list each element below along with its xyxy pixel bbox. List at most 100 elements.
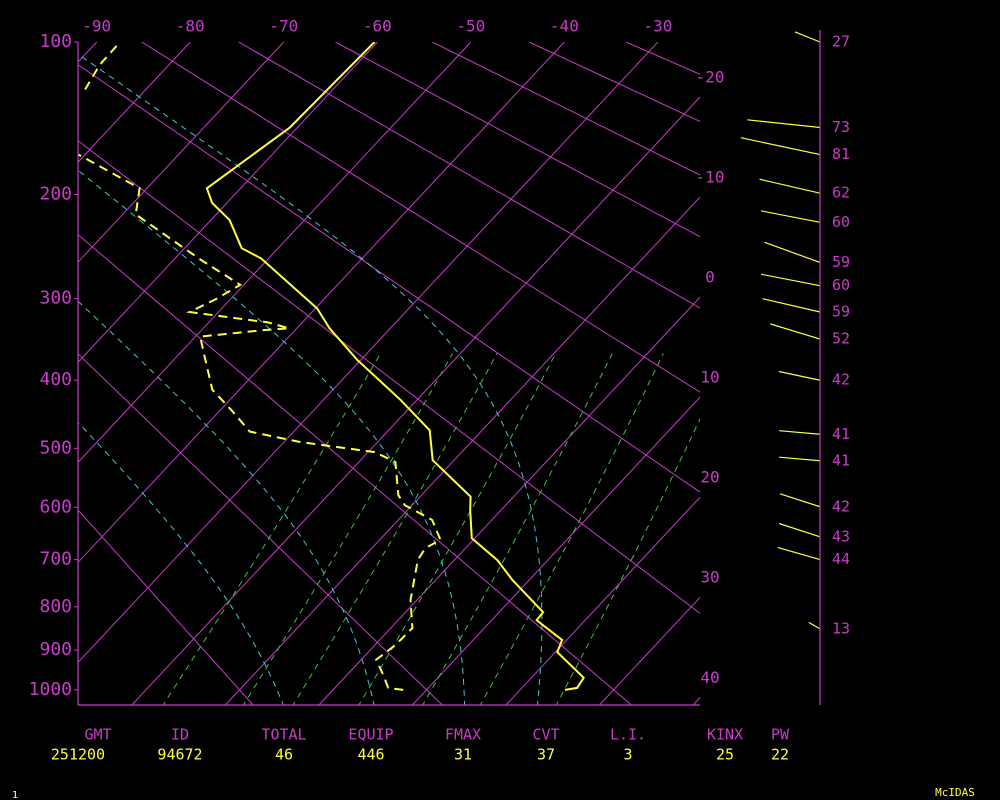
stat-value: 22 [771, 746, 789, 764]
y-tick-label: 900 [39, 639, 72, 660]
stat-label: GMT [84, 726, 111, 744]
isotherm [78, 42, 565, 564]
page-number: 1 [12, 790, 18, 800]
temperature-line [205, 42, 585, 691]
mixing-ratio-line [479, 353, 664, 705]
wind-barb [762, 298, 821, 313]
stat-label: L.I. [610, 726, 646, 744]
x-tick-label: 40 [700, 668, 719, 687]
wind-barb [770, 323, 821, 340]
wind-barb [778, 370, 821, 381]
wind-barb [779, 456, 821, 462]
x-tick-label: -30 [643, 17, 672, 36]
wind-barb [794, 31, 821, 43]
x-tick-label: -60 [363, 17, 392, 36]
x-tick-label: 0 [705, 267, 715, 286]
wind-barb [764, 241, 821, 264]
isotherm [78, 42, 659, 664]
stat-label: TOTAL [261, 726, 306, 744]
mixing-ratio-line [162, 353, 381, 705]
wind-speed-label: 43 [832, 527, 850, 545]
dry-adiabat [78, 64, 700, 493]
stat-value: 31 [454, 746, 472, 764]
y-tick-label: 100 [39, 31, 72, 52]
wind-speed-label: 62 [832, 184, 850, 202]
stat-value: 37 [537, 746, 555, 764]
dry-adiabat [141, 42, 700, 393]
stat-value: 446 [357, 746, 384, 764]
sounding [78, 42, 585, 691]
y-tick-label: 800 [39, 596, 72, 617]
wind-speed-label: 60 [832, 276, 850, 294]
x-tick-label: 10 [700, 368, 719, 387]
x-tick-label: 30 [700, 568, 719, 587]
mixing-ratio-line [555, 417, 700, 705]
isotherm [224, 196, 700, 705]
wind-barb [760, 273, 821, 287]
stat-label: FMAX [445, 726, 481, 744]
wind-barb [808, 621, 821, 630]
x-tick-label: -80 [176, 17, 205, 36]
dry-adiabat [78, 509, 254, 705]
mixing-ratio-line [358, 353, 557, 705]
mixing-ratio-line [292, 353, 498, 705]
y-tick-label: 600 [39, 496, 72, 517]
isotherm [318, 296, 700, 705]
x-tick-label: -20 [696, 67, 725, 86]
wind-barb [778, 522, 821, 538]
dry-adiabat [78, 353, 443, 705]
moist-adiabat [78, 169, 466, 705]
x-tick-label: -90 [82, 17, 111, 36]
wind-barb [740, 137, 821, 156]
dry-adiabat [78, 233, 632, 705]
stat-label: ID [171, 726, 189, 744]
stat-value: 25 [716, 746, 734, 764]
wind-barb [779, 493, 821, 508]
stat-value: 94672 [157, 746, 202, 764]
y-tick-label: 300 [39, 288, 72, 309]
x-tick-label: -50 [456, 17, 485, 36]
x-tick-label: -40 [550, 17, 579, 36]
stat-label: CVT [532, 726, 559, 744]
x-tick-label: -10 [696, 167, 725, 186]
wind-speed-label: 73 [832, 118, 850, 136]
dry-adiabat [335, 42, 700, 238]
isotherm [412, 396, 700, 705]
isotherm [78, 42, 191, 163]
isotherm [78, 42, 472, 464]
wind-speed-label: 60 [832, 213, 850, 231]
stat-value: 251200 [51, 746, 105, 764]
wind-speed-label: 27 [832, 33, 850, 51]
wind-barb [759, 178, 821, 194]
wind-speed-label: 81 [832, 145, 850, 163]
wind-speed-label: 44 [832, 550, 850, 568]
wind-speed-label: 41 [832, 425, 850, 443]
wind-barb [747, 119, 821, 129]
moist-adiabat [78, 300, 375, 705]
moist-adiabat [78, 421, 284, 705]
moist-adiabat [78, 53, 543, 705]
stat-value: 46 [275, 746, 293, 764]
isotherm [505, 496, 700, 705]
brand: McIDAS [935, 786, 975, 799]
wind-barb [777, 546, 821, 561]
wind-speed-label: 59 [832, 253, 850, 271]
dewpoint-line [78, 42, 442, 691]
x-tick-label: 20 [700, 468, 719, 487]
y-tick-label: 700 [39, 549, 72, 570]
dry-adiabat [78, 140, 700, 614]
isotherm [78, 42, 378, 363]
y-tick-label: 1000 [29, 679, 72, 700]
dry-adiabat [238, 42, 700, 309]
wind-speed-label: 41 [832, 451, 850, 469]
stat-value: 3 [623, 746, 632, 764]
wind-barb [760, 210, 821, 223]
wind-speed-label: 42 [832, 497, 850, 515]
stat-label: EQUIP [348, 726, 393, 744]
mixing-ratio-line [422, 353, 613, 705]
wind-speed-label: 42 [832, 371, 850, 389]
